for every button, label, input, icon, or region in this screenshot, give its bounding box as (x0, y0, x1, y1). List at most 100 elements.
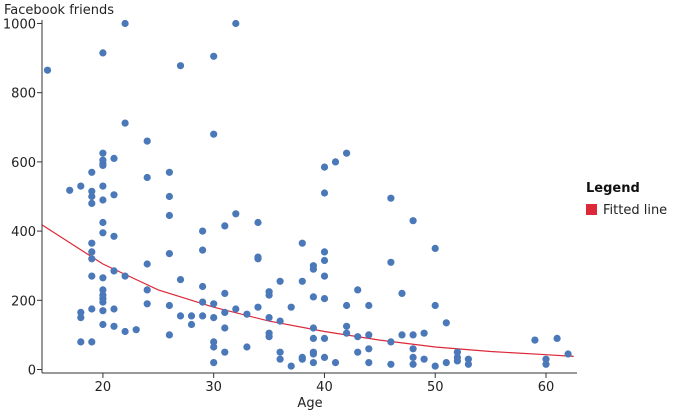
data-point (210, 338, 218, 346)
data-point (99, 49, 107, 57)
data-point (77, 182, 85, 190)
data-point (276, 348, 284, 356)
data-point (320, 163, 329, 171)
legend: Legend Fitted line (586, 181, 667, 218)
data-point (387, 194, 395, 202)
data-point (298, 277, 306, 285)
x-tick-label: 20 (95, 380, 112, 395)
data-point (431, 244, 439, 252)
data-point (43, 66, 52, 74)
y-tick-label: 1000 (3, 17, 36, 32)
data-point (553, 334, 561, 342)
data-point (99, 298, 107, 306)
x-tick-label: 50 (427, 380, 444, 395)
data-point (320, 295, 329, 303)
data-point (409, 353, 417, 361)
data-point (99, 149, 107, 157)
data-point (542, 355, 550, 363)
data-point (99, 274, 107, 282)
data-point (564, 350, 572, 358)
data-point (265, 291, 273, 299)
y-axis-ticks: 0 200 400 600 800 1000 (3, 17, 42, 379)
data-point (298, 239, 306, 247)
x-axis-ticks: 20 30 40 50 60 (95, 373, 555, 395)
data-point (88, 239, 96, 247)
data-point (331, 359, 340, 367)
data-point (176, 62, 185, 70)
data-point (354, 333, 362, 341)
data-point (453, 348, 461, 356)
data-point (398, 289, 406, 297)
x-tick-label: 40 (316, 380, 333, 395)
data-point (88, 192, 96, 201)
data-point (199, 246, 207, 254)
data-point (309, 293, 317, 301)
data-point (221, 324, 229, 332)
data-point (88, 255, 96, 263)
legend-label-fitted-line: Fitted line (603, 203, 667, 218)
data-point (431, 362, 439, 370)
data-point (99, 196, 107, 204)
x-tick-label: 60 (538, 380, 555, 395)
data-point (365, 359, 373, 367)
data-point (232, 19, 240, 28)
data-point (199, 227, 207, 235)
data-point (110, 191, 118, 199)
data-point (210, 130, 218, 138)
data-point (143, 137, 151, 145)
data-point (210, 359, 218, 367)
data-point (99, 218, 107, 227)
data-point (110, 154, 118, 162)
axes (41, 20, 577, 374)
data-point (88, 187, 96, 195)
data-point (221, 289, 229, 297)
data-point (542, 360, 550, 368)
y-tick-label: 200 (11, 294, 36, 309)
data-point (287, 362, 295, 370)
data-point (132, 326, 140, 334)
data-point (210, 300, 218, 308)
data-point (387, 338, 395, 346)
data-point (320, 256, 329, 265)
data-point (409, 360, 417, 368)
data-point (110, 267, 118, 275)
data-point (77, 338, 85, 346)
data-point (265, 314, 273, 322)
data-point (99, 307, 107, 315)
data-point (298, 355, 306, 363)
data-point (409, 345, 417, 353)
data-point (88, 248, 96, 256)
data-point (409, 217, 417, 225)
data-point (143, 300, 151, 308)
data-point (187, 312, 196, 320)
data-point (409, 331, 417, 339)
data-points (43, 19, 572, 370)
data-point (165, 168, 173, 176)
data-point (88, 199, 96, 207)
data-point (420, 355, 428, 363)
data-point (210, 52, 218, 60)
data-point (221, 222, 229, 230)
y-axis-title: Facebook friends (4, 3, 114, 18)
data-point (99, 320, 107, 329)
y-tick-label: 800 (11, 87, 36, 102)
data-point (309, 359, 317, 367)
data-point (287, 303, 295, 311)
data-point (320, 334, 329, 342)
data-point (464, 360, 472, 368)
data-point (110, 322, 118, 330)
data-point (320, 272, 329, 280)
data-point (121, 327, 129, 336)
legend-title: Legend (586, 181, 640, 196)
data-point (221, 348, 229, 356)
data-point (531, 336, 539, 344)
data-point (165, 192, 173, 201)
data-point (143, 173, 151, 182)
x-tick-label: 30 (205, 380, 222, 395)
data-point (165, 331, 173, 339)
data-point (387, 258, 395, 266)
y-tick-label: 400 (11, 225, 36, 240)
data-point (176, 276, 185, 284)
data-point (199, 282, 207, 291)
data-point (243, 343, 251, 351)
